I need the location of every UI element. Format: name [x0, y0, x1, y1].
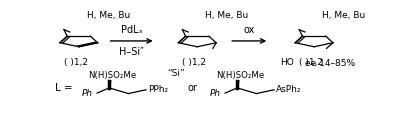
Text: H, Me, Bu: H, Me, Bu — [87, 11, 130, 20]
Text: L =: L = — [55, 83, 73, 93]
Text: HO: HO — [280, 58, 294, 67]
Text: ( )1,2: ( )1,2 — [64, 58, 88, 67]
Text: “Si”: “Si” — [168, 69, 185, 78]
Text: ox: ox — [244, 25, 255, 35]
Text: H–Si″: H–Si″ — [119, 47, 144, 57]
Text: H, Me, Bu: H, Me, Bu — [205, 11, 249, 20]
Text: PPh₂: PPh₂ — [148, 85, 168, 94]
Text: Ph: Ph — [82, 89, 93, 98]
Text: Ph: Ph — [210, 89, 221, 98]
Text: ee 14–85%: ee 14–85% — [305, 59, 355, 68]
Text: ( )1,2: ( )1,2 — [299, 58, 323, 67]
Text: N(H)SO₂Me: N(H)SO₂Me — [216, 71, 265, 80]
Text: AsPh₂: AsPh₂ — [276, 85, 301, 94]
Text: H, Me, Bu: H, Me, Bu — [322, 11, 366, 20]
Text: or: or — [188, 83, 197, 93]
Text: PdLₓ: PdLₓ — [121, 25, 142, 35]
Text: N(H)SO₂Me: N(H)SO₂Me — [88, 71, 137, 80]
Text: ( )1,2: ( )1,2 — [182, 58, 206, 67]
